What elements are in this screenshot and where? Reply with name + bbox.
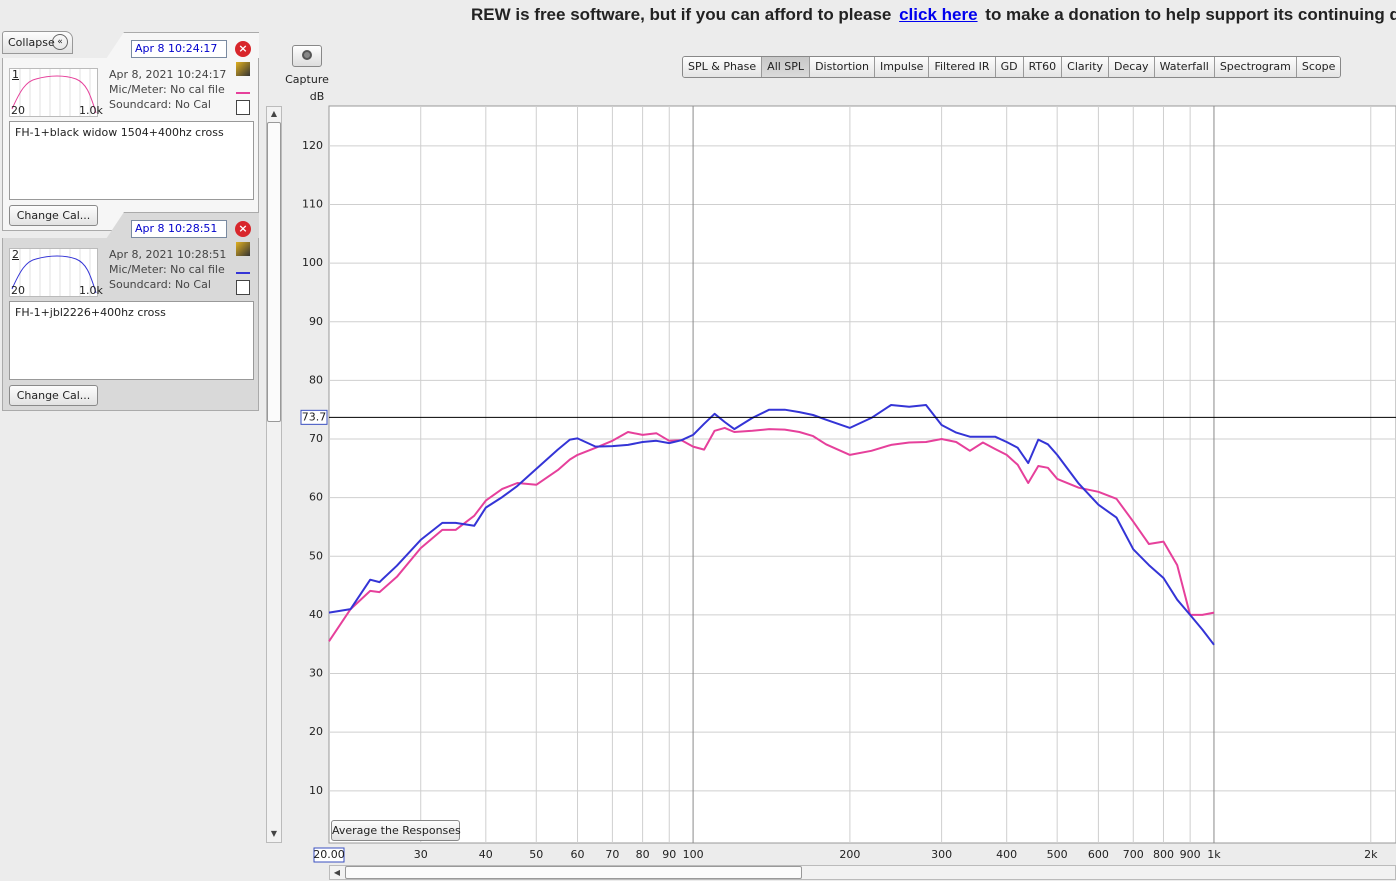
x-tick-label: 800: [1153, 848, 1174, 861]
x-tick-label: 300: [931, 848, 952, 861]
mic-info: Mic/Meter: No cal file: [109, 83, 225, 96]
timestamp: Apr 8, 2021 10:28:51 AM: [109, 248, 227, 261]
view-tab[interactable]: Filtered IR: [928, 57, 995, 77]
notes-box[interactable]: FH-1+black widow 1504+400hz cross: [9, 121, 254, 200]
thumbnail-curve: [11, 75, 97, 114]
soundcard-info: Soundcard: No Cal: [109, 278, 211, 291]
banner: REW is free software, but if you can aff…: [0, 0, 1396, 30]
view-tab[interactable]: SPL & Phase: [683, 57, 762, 77]
date-field[interactable]: Apr 8 10:24:17: [131, 40, 227, 58]
y-tick-label: 10: [309, 784, 323, 797]
response-line: [328, 426, 1215, 642]
x-tick-label: 200: [839, 848, 860, 861]
average-button[interactable]: Average the Responses: [331, 820, 461, 841]
cursor-label-box: [300, 409, 328, 425]
v-scroll-arrow[interactable]: ▲: [270, 109, 278, 118]
y-tick-label: 60: [309, 491, 323, 504]
y-tick-label: 20: [309, 725, 323, 738]
soundcard-info: Soundcard: No Cal: [109, 98, 211, 111]
collapse-label: Collapse: [8, 36, 55, 49]
y-tick-label: 80: [309, 373, 323, 386]
collapse-icon[interactable]: «: [52, 34, 68, 50]
view-tab[interactable]: Spectrogram: [1213, 57, 1296, 77]
info-icon[interactable]: [236, 280, 250, 295]
y-tick-label: 50: [309, 549, 323, 562]
date-field[interactable]: Apr 8 10:28:51: [131, 220, 227, 238]
measurement-number: 1: [12, 68, 19, 81]
y-tick-label: 110: [302, 198, 323, 211]
y-tick-label: 40: [309, 608, 323, 621]
x-tick-label: 100: [683, 848, 704, 861]
view-tab[interactable]: Waterfall: [1153, 57, 1214, 77]
y-tick-label: 30: [309, 667, 323, 680]
x-tick-label: 50: [529, 848, 543, 861]
info-icon[interactable]: [236, 100, 250, 115]
x-tick-label: 30: [414, 848, 428, 861]
x-tick-label: 500: [1047, 848, 1068, 861]
eq-icon[interactable]: [236, 242, 250, 256]
thumbnail-plot: [11, 69, 97, 116]
response-line: [328, 404, 1215, 646]
notes-box[interactable]: FH-1+jbl2226+400hz cross: [9, 301, 254, 380]
view-tab[interactable]: Distortion: [809, 57, 874, 77]
x-tick-label: 400: [996, 848, 1017, 861]
thumbnail-curve: [11, 255, 97, 294]
v-scroll-arrow[interactable]: ▼: [270, 829, 278, 838]
x-tick-label: 1k: [1207, 848, 1221, 861]
mic-info: Mic/Meter: No cal file: [109, 263, 225, 276]
banner-text: REW is free software, but if you can aff…: [471, 5, 892, 24]
view-tab[interactable]: RT60: [1022, 57, 1062, 77]
x-start-box: [313, 847, 345, 863]
v-scroll-thumb[interactable]: [267, 122, 281, 422]
x-tick-label: 600: [1088, 848, 1109, 861]
x-tick-label: 60: [571, 848, 585, 861]
thumbnail-min: 20: [11, 284, 25, 297]
view-tab[interactable]: Decay: [1108, 57, 1154, 77]
x-tick-label: 20.00: [313, 848, 345, 861]
plot-background: [328, 105, 1396, 844]
banner-text: to make a donation to help support its c…: [985, 5, 1396, 24]
measurement-number: 2: [12, 248, 19, 261]
x-tick-label: 700: [1123, 848, 1144, 861]
remove-icon[interactable]: ×: [235, 221, 251, 237]
h-scroll-thumb[interactable]: [345, 866, 802, 879]
view-tab[interactable]: GD: [994, 57, 1023, 77]
color-icon[interactable]: [236, 260, 250, 274]
thumbnail-max: 1.0k: [79, 104, 103, 117]
color-icon[interactable]: [236, 80, 250, 94]
x-tick-label: 80: [636, 848, 650, 861]
y-tick-label: 70: [309, 432, 323, 445]
view-tab[interactable]: Scope: [1295, 57, 1341, 77]
capture-label: Capture: [285, 73, 329, 86]
x-tick-label: 70: [605, 848, 619, 861]
view-tab[interactable]: All SPL: [761, 57, 810, 77]
eq-icon[interactable]: [236, 62, 250, 76]
view-tab[interactable]: Clarity: [1061, 57, 1109, 77]
thumbnail-plot: [11, 249, 97, 296]
thumbnail-max: 1.0k: [79, 284, 103, 297]
x-tick-label: 90: [662, 848, 676, 861]
h-scroll-arrow[interactable]: ◀: [333, 868, 341, 877]
y-tick-label: 120: [302, 139, 323, 152]
x-tick-label: 900: [1180, 848, 1201, 861]
change-cal-button[interactable]: Change Cal...: [9, 385, 98, 406]
capture-lens: [302, 50, 312, 60]
timestamp: Apr 8, 2021 10:24:17 AM: [109, 68, 227, 81]
thumbnail: [9, 248, 98, 297]
remove-icon[interactable]: ×: [235, 41, 251, 57]
thumbnail: [9, 68, 98, 117]
x-tick-label: 40: [479, 848, 493, 861]
cursor-label: 73.7: [302, 410, 327, 423]
y-axis-label: dB: [310, 90, 325, 103]
tab-bar: SPL & Phase All SPL Distortion Impulse Filte…: [682, 56, 1342, 78]
y-tick-label: 90: [309, 315, 323, 328]
change-cal-button[interactable]: Change Cal...: [9, 205, 98, 226]
donate-link[interactable]: click here: [899, 5, 978, 24]
thumbnail-min: 20: [11, 104, 25, 117]
view-tab[interactable]: Impulse: [873, 57, 929, 77]
x-tick-label: 2k: [1364, 848, 1378, 861]
y-tick-label: 100: [302, 256, 323, 269]
